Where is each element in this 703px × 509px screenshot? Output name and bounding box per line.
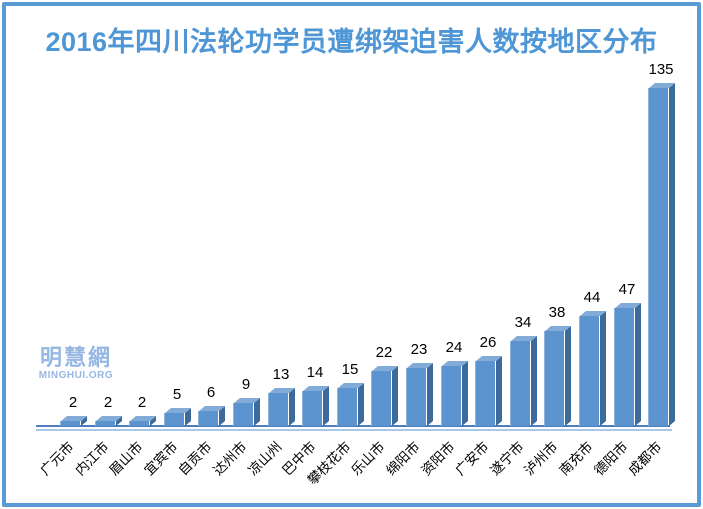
bar [406,362,433,426]
chart-title: 2016年四川法轮功学员遭绑架迫害人数按地区分布 [45,27,658,57]
value-label: 13 [272,366,290,383]
value-label: 23 [410,341,428,358]
bar-side-face [600,310,606,426]
value-label: 5 [172,386,182,403]
watermark-text: 明慧網 [39,345,112,370]
value-label: 15 [341,361,359,378]
minghui-watermark: 明慧網 MINGHUI.ORG [30,346,122,382]
bar-side-face [323,385,329,426]
value-label: 9 [241,376,251,393]
bar [475,355,502,426]
value-label: 24 [445,339,463,356]
bar [579,310,606,426]
bar-side-face [427,362,433,426]
bar [268,387,295,426]
value-label: 38 [548,304,566,321]
bar-side-face [669,82,675,427]
bar [95,415,122,426]
bar [337,382,364,426]
value-label: 47 [618,281,636,298]
value-label: 2 [103,394,113,411]
bar-side-face [531,335,537,426]
bar [371,365,398,426]
bar [510,335,537,426]
bar-side-face [289,387,295,426]
bar-side-face [635,302,641,426]
value-label: 2 [137,394,147,411]
bar [129,415,156,426]
plot-area: 2 广元市 2 内江市 2 眉山市 5 宜宾市 6 自贡市 9 达州市 13 凉山州 14 巴中市 15 攀枝花市… [6,6,697,503]
bar [164,407,191,426]
bar-side-face [392,365,398,426]
value-label: 2 [68,394,78,411]
bar [648,82,675,427]
bar-side-face [565,325,571,426]
value-label: 135 [648,61,674,78]
value-label: 14 [306,364,324,381]
watermark-subtext: MINGHUI.ORG [38,370,114,381]
bar [60,415,87,426]
bar-side-face [496,355,502,426]
value-label: 44 [583,289,601,306]
bar [302,385,329,426]
bar [233,397,260,426]
bar [441,360,468,426]
x-axis-line [36,425,670,427]
bar [614,302,641,426]
value-label: 22 [375,344,393,361]
bar-side-face [358,382,364,426]
bar [198,405,225,426]
value-label: 26 [479,334,497,351]
value-label: 6 [206,384,216,401]
bar [544,325,571,426]
value-label: 34 [514,314,532,331]
bar-side-face [462,360,468,426]
x-axis-shadow-line [36,429,672,431]
